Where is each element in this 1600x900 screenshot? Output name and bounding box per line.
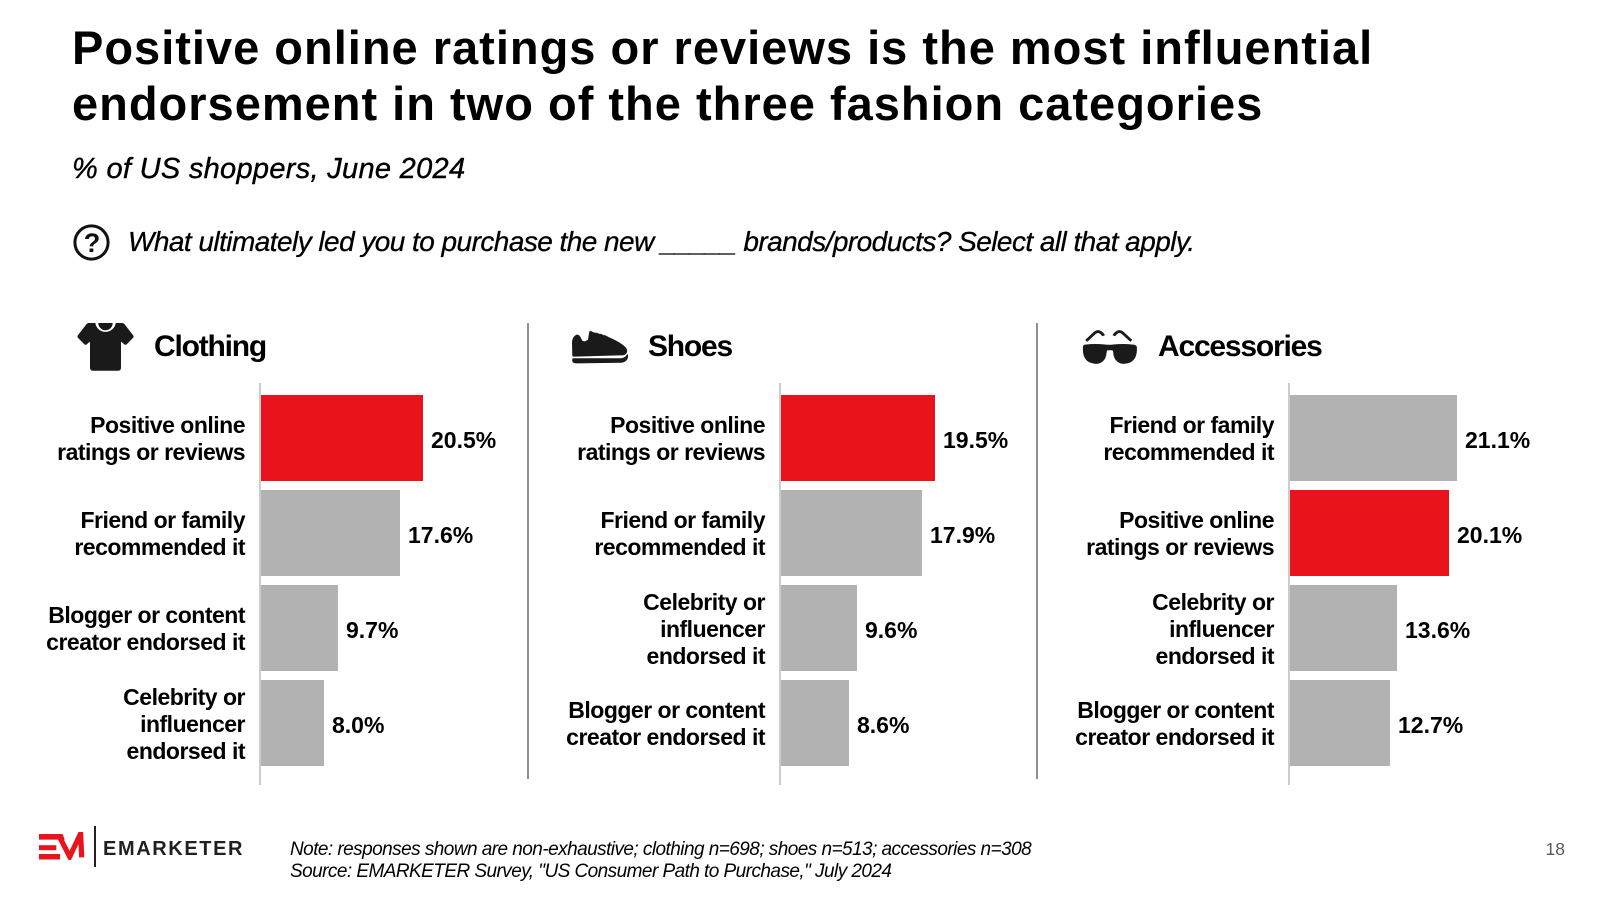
svg-text:?: ? bbox=[84, 228, 101, 258]
